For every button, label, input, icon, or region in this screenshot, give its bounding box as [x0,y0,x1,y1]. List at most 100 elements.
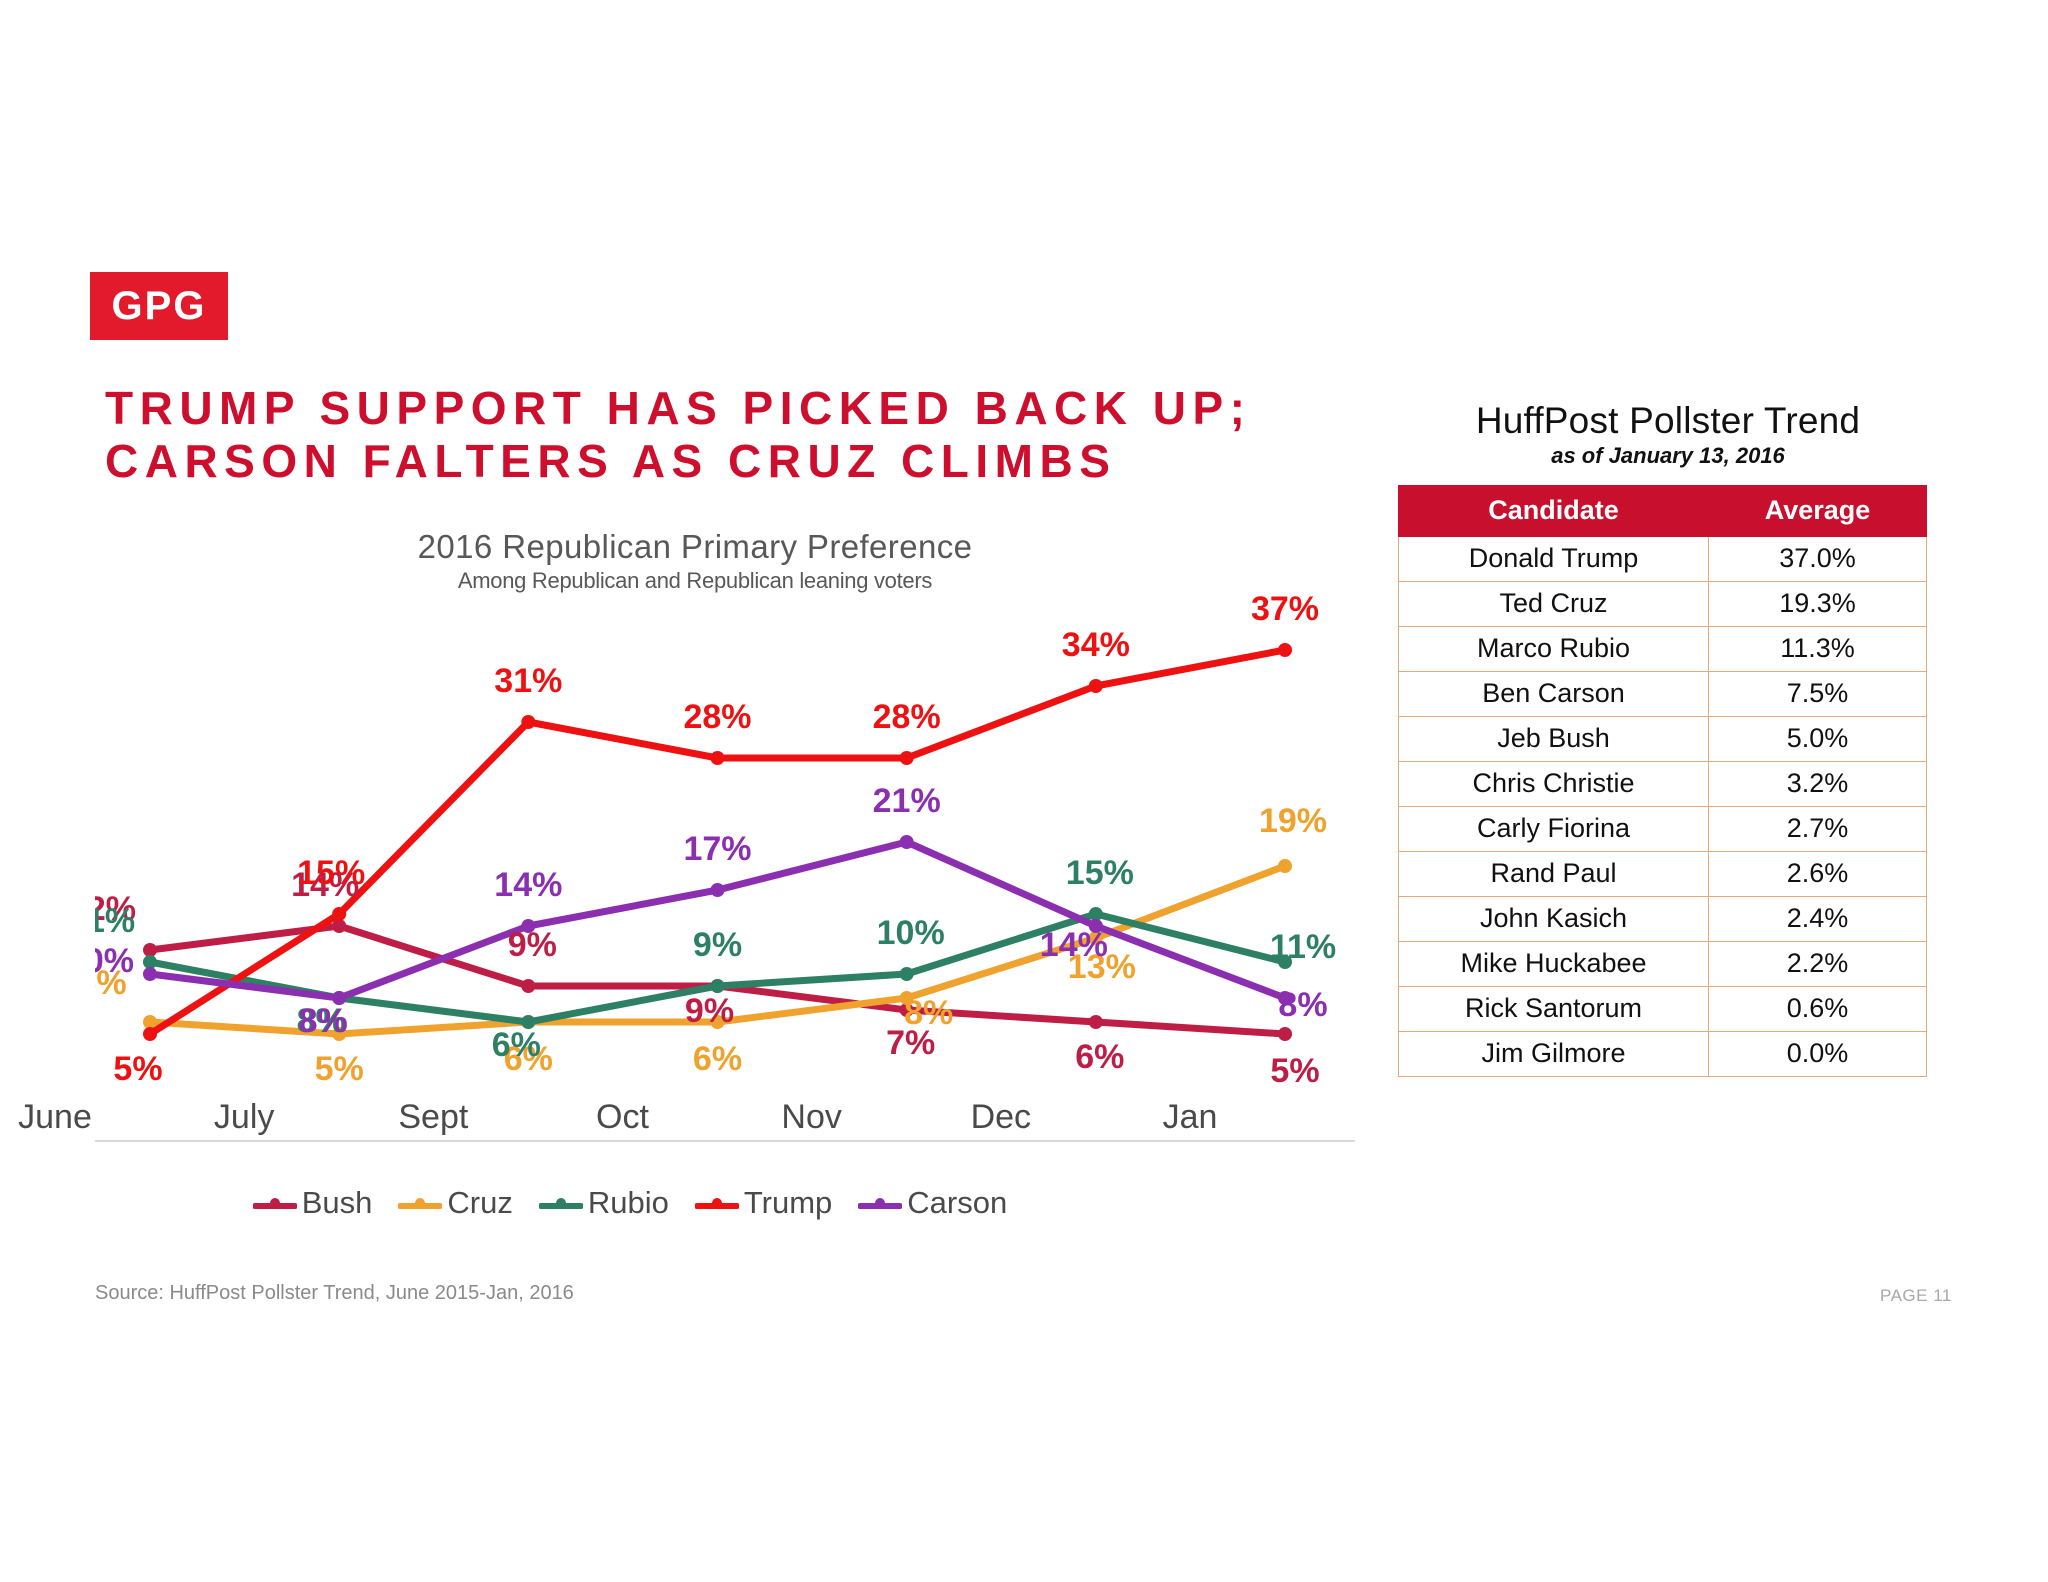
value-label: 6% [504,1040,553,1078]
table-title: HuffPost Pollster Trend [1475,400,1861,441]
chart-legend: Bush Cruz Rubio Trump Carson [0,1185,1260,1221]
data-point [710,1015,725,1029]
data-point [899,1003,914,1017]
legend-marker-icon [858,1198,903,1209]
data-point [1088,907,1103,921]
legend-marker-icon [538,1198,583,1209]
data-point [143,943,157,957]
x-axis-tick-june: June [18,1098,92,1136]
series-trump [143,643,1292,1041]
value-label: 6% [95,964,127,1002]
page-number: PAGE 11 [1880,1286,1952,1305]
series-labels-trump: 5% 15% 31% 28% 28% 34% 37% [113,594,1319,1088]
cell-candidate: Jeb Bush [1398,716,1709,762]
series-labels-bush: 12% 14% 9% 9% 7% 6% 5% [95,866,1320,1090]
data-point [1278,1027,1292,1041]
cell-average: 11.3% [1708,626,1927,672]
chart-heading: 2016 Republican Primary Preference Among… [105,528,1285,594]
legend-label: Carson [907,1185,1008,1220]
page-title-line-1: TRUMP SUPPORT HAS PICKED BACK UP; [105,382,1252,434]
table-row: Jim Gilmore 0.0% [1398,1031,1927,1077]
x-axis: June July Sept Oct Nov Dec Jan [0,1098,1260,1158]
value-label: 17% [683,830,751,868]
value-label: 9% [693,926,742,964]
cell-candidate: Carly Fiorina [1398,806,1709,852]
table-row: Donald Trump 37.0% [1398,536,1927,582]
x-axis-tick-sept: Sept [398,1098,469,1136]
value-label: 12% [95,890,136,928]
legend-marker-icon [694,1198,739,1209]
value-label: 11% [1270,928,1336,966]
cell-candidate: Rand Paul [1398,851,1709,897]
logo-text: GPG [111,283,207,328]
data-point [1088,1015,1103,1029]
pollster-table-block: HuffPost Pollster Trend as of January 13… [1398,400,1938,1077]
data-point [521,979,536,993]
table-row: Rick Santorum 0.6% [1398,986,1927,1032]
data-point [143,955,157,969]
data-point [521,919,536,933]
cell-candidate: Rick Santorum [1398,986,1709,1032]
legend-item-bush[interactable]: Bush [252,1185,372,1221]
chart-container: 2016 Republican Primary Preference Among… [95,528,1355,1238]
data-point [899,967,914,981]
data-point [332,991,347,1005]
legend-label: Trump [743,1185,833,1220]
cell-average: 5.0% [1708,716,1927,762]
legend-label: Cruz [447,1185,513,1220]
series-labels-rubio: 11% 8% 6% 9% 10% 15% 11% [95,854,1336,1064]
data-point [332,907,347,921]
x-axis-tick-nov: Nov [781,1098,842,1136]
value-label: 28% [683,698,751,736]
legend-item-rubio[interactable]: Rubio [538,1185,669,1221]
data-point [143,1027,157,1041]
data-point [1088,919,1103,933]
legend-item-carson[interactable]: Carson [858,1185,1007,1221]
data-point [332,1027,347,1041]
cell-average: 0.0% [1708,1031,1927,1077]
value-label: 6% [1075,1038,1124,1076]
value-label: 8% [1278,986,1327,1024]
data-point [1088,679,1103,693]
data-point [1278,643,1292,657]
cell-candidate: Marco Rubio [1398,626,1709,672]
data-point [1278,859,1292,873]
legend-item-trump[interactable]: Trump [694,1185,833,1221]
value-label: 6% [693,1040,742,1078]
cell-candidate: Chris Christie [1398,761,1709,807]
table-row: Ben Carson 7.5% [1398,671,1927,717]
data-point [143,967,157,981]
data-point [1278,991,1292,1005]
x-axis-tick-jan: Jan [1162,1098,1218,1136]
value-label: 14% [1040,926,1108,964]
table-row: John Kasich 2.4% [1398,896,1927,942]
series-labels-carson: 10% 8% 14% 17% 21% 14% 8% [95,782,1328,1040]
value-label: 19% [1259,802,1327,840]
line-chart-svg: 12%14%9%9%7%6%5%6%5%6%6%8%13%19%11%8%6%9… [95,594,1355,1142]
cell-candidate: Ben Carson [1398,671,1709,717]
cell-average: 2.4% [1708,896,1927,942]
data-point [143,1015,157,1029]
column-header-average: Average [1708,485,1927,537]
data-point [710,979,725,993]
legend-label: Rubio [587,1185,669,1220]
cell-candidate: John Kasich [1398,896,1709,942]
legend-item-cruz[interactable]: Cruz [398,1185,513,1221]
x-axis-tick-dec: Dec [970,1098,1032,1136]
plot-area: 12%14%9%9%7%6%5%6%5%6%6%8%13%19%11%8%6%9… [95,594,1355,1154]
cell-candidate: Jim Gilmore [1398,1031,1709,1077]
data-point [521,1015,536,1029]
value-label: 15% [1066,854,1134,892]
table-row: Ted Cruz 19.3% [1398,581,1927,627]
data-point [899,751,914,765]
value-label: 5% [1270,1052,1319,1090]
data-point [1088,931,1103,945]
cell-average: 19.3% [1708,581,1927,627]
value-label: 14% [494,866,562,904]
value-label: 14% [291,866,359,904]
value-label: 11% [95,902,135,940]
value-label: 9% [685,992,734,1030]
candidate-average-table: Candidate Average Donald Trump 37.0% Ted C… [1398,485,1927,1077]
value-label: 10% [95,942,134,980]
legend-marker-icon [398,1198,443,1209]
